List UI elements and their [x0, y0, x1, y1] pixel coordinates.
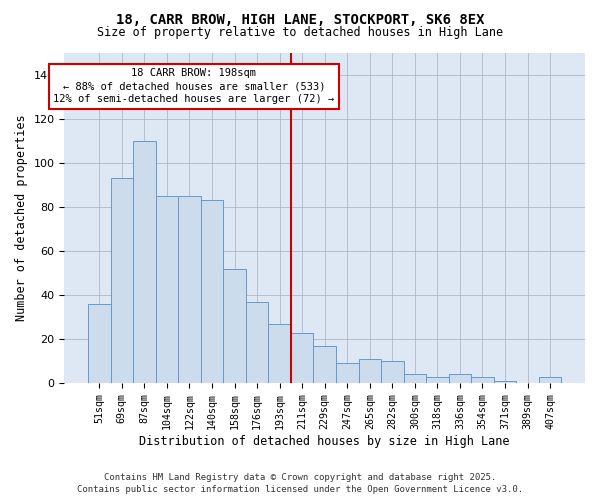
Y-axis label: Number of detached properties: Number of detached properties [15, 114, 28, 321]
Bar [155, 196, 178, 383]
Bar [268, 324, 291, 383]
Bar [201, 200, 223, 383]
Text: 18, CARR BROW, HIGH LANE, STOCKPORT, SK6 8EX: 18, CARR BROW, HIGH LANE, STOCKPORT, SK6… [116, 12, 484, 26]
X-axis label: Distribution of detached houses by size in High Lane: Distribution of detached houses by size … [139, 434, 510, 448]
Bar [381, 361, 404, 383]
Bar [449, 374, 471, 383]
Bar [539, 376, 562, 383]
Bar [110, 178, 133, 383]
Bar [404, 374, 426, 383]
Bar [246, 302, 268, 383]
Bar [223, 268, 246, 383]
Text: Size of property relative to detached houses in High Lane: Size of property relative to detached ho… [97, 26, 503, 39]
Bar [178, 196, 201, 383]
Text: 18 CARR BROW: 198sqm
← 88% of detached houses are smaller (533)
12% of semi-deta: 18 CARR BROW: 198sqm ← 88% of detached h… [53, 68, 335, 104]
Bar [494, 381, 516, 383]
Bar [313, 346, 336, 383]
Bar [291, 332, 313, 383]
Bar [359, 359, 381, 383]
Bar [133, 140, 155, 383]
Bar [336, 364, 359, 383]
Bar [426, 376, 449, 383]
Text: Contains HM Land Registry data © Crown copyright and database right 2025.
Contai: Contains HM Land Registry data © Crown c… [77, 472, 523, 494]
Bar [88, 304, 110, 383]
Bar [471, 376, 494, 383]
